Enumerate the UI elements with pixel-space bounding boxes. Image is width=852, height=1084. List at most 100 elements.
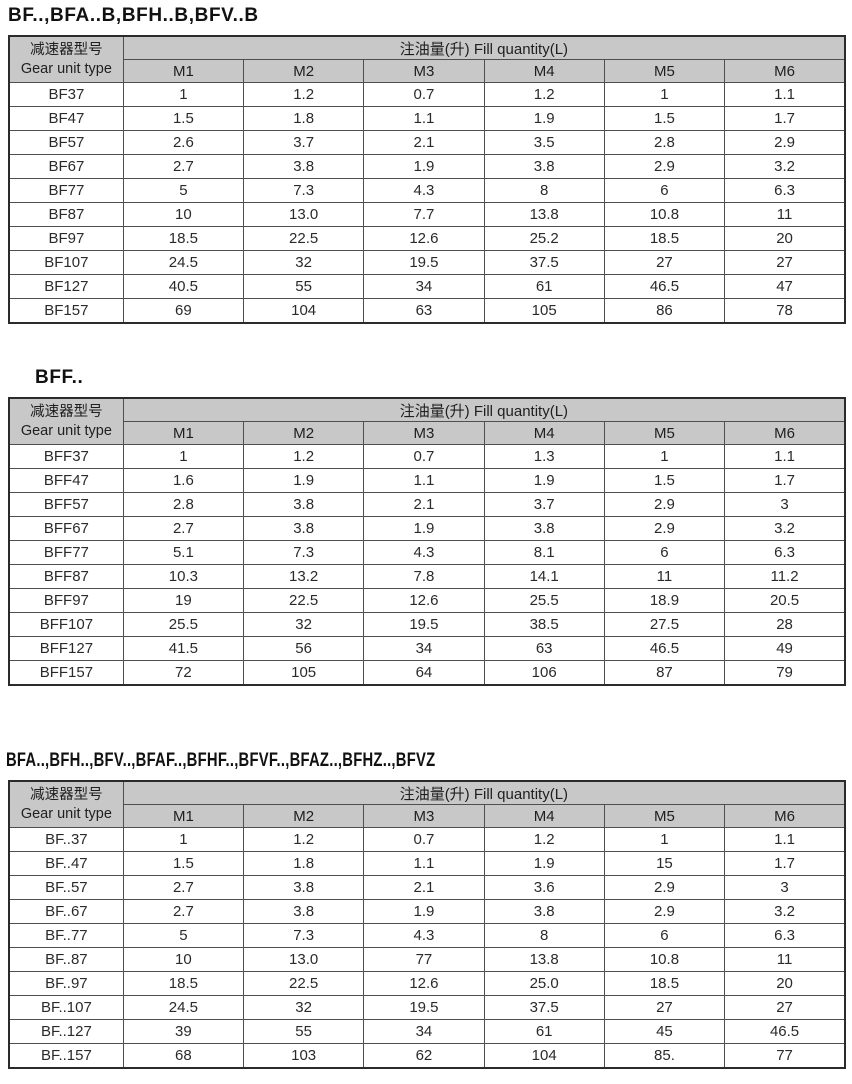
- value-cell: 3.7: [243, 130, 365, 155]
- table-row: BF37 1 1.2 0.7 1.2 1 1.1: [8, 82, 846, 107]
- value-cell: 10.8: [603, 947, 726, 972]
- value-cell: 14.1: [483, 564, 605, 589]
- column-header-m4: M4: [483, 421, 605, 445]
- table-body: BF37 1 1.2 0.7 1.2 1 1.1 BF47 1.5 1.8 1.1 1.9 1.5 1.7…: [8, 82, 846, 324]
- model-cell: BF37: [8, 82, 124, 107]
- value-cell: 18.5: [603, 971, 726, 996]
- model-cell: BF57: [8, 130, 124, 155]
- table-body: BFF37 1 1.2 0.7 1.3 1 1.1 BFF47 1.6 1.9 1.1 1.9 1.5 1…: [8, 444, 846, 686]
- value-cell: 34: [363, 636, 485, 661]
- model-cell: BF..87: [8, 947, 124, 972]
- value-cell: 1.1: [363, 106, 485, 131]
- value-cell: 5.1: [122, 540, 245, 565]
- section-bf: BF..,BFA..B,BFH..B,BFV..B 减速器型号 Gear uni…: [0, 0, 852, 324]
- value-cell: 2.1: [363, 492, 485, 517]
- fill-quantity-table-bf: 减速器型号 Gear unit type 注油量(升) Fill quantit…: [8, 35, 846, 324]
- gear-unit-type-header: 减速器型号 Gear unit type: [8, 397, 124, 445]
- value-cell: 103: [243, 1043, 365, 1069]
- value-cell: 1.1: [724, 827, 846, 852]
- model-cell: BFF77: [8, 540, 124, 565]
- model-cell: BFF157: [8, 660, 124, 686]
- model-cell: BFF37: [8, 444, 124, 469]
- value-cell: 0.7: [363, 827, 485, 852]
- value-cell: 1.5: [603, 106, 726, 131]
- section-bff: BFF.. 减速器型号 Gear unit type 注油量(升) Fill q…: [0, 324, 852, 686]
- model-cell: BFF107: [8, 612, 124, 637]
- table-row: BFF37 1 1.2 0.7 1.3 1 1.1: [8, 444, 846, 469]
- value-cell: 15: [603, 851, 726, 876]
- fill-quantity-header: 注油量(升) Fill quantity(L): [122, 780, 846, 805]
- value-cell: 39: [122, 1019, 245, 1044]
- value-cell: 8.1: [483, 540, 605, 565]
- value-cell: 27: [724, 250, 846, 275]
- table-row: BFF57 2.8 3.8 2.1 3.7 2.9 3: [8, 492, 846, 517]
- value-cell: 20: [724, 971, 846, 996]
- value-cell: 1: [603, 444, 726, 469]
- column-header-m2: M2: [243, 59, 365, 83]
- table-row: BF..67 2.7 3.8 1.9 3.8 2.9 3.2: [8, 899, 846, 924]
- value-cell: 13.8: [483, 947, 605, 972]
- value-cell: 25.0: [483, 971, 605, 996]
- value-cell: 3.7: [483, 492, 605, 517]
- value-cell: 2.7: [122, 154, 245, 179]
- value-cell: 1.9: [363, 516, 485, 541]
- value-cell: 47: [724, 274, 846, 299]
- gear-unit-type-header: 减速器型号 Gear unit type: [8, 780, 124, 828]
- model-cell: BF..57: [8, 875, 124, 900]
- value-cell: 10: [122, 202, 245, 227]
- column-header-m1: M1: [122, 421, 245, 445]
- gear-unit-type-en: Gear unit type: [20, 60, 112, 77]
- value-cell: 2.7: [122, 875, 245, 900]
- model-cell: BF..107: [8, 995, 124, 1020]
- model-cell: BF..127: [8, 1019, 124, 1044]
- value-cell: 27: [603, 995, 726, 1020]
- model-cell: BF..67: [8, 899, 124, 924]
- table-row: BF..127 39 55 34 61 45 46.5: [8, 1019, 846, 1044]
- value-cell: 24.5: [122, 250, 245, 275]
- column-header-m5: M5: [603, 59, 726, 83]
- table-row: BF127 40.5 55 34 61 46.5 47: [8, 274, 846, 299]
- value-cell: 2.9: [603, 899, 726, 924]
- value-cell: 3.8: [243, 875, 365, 900]
- column-header-m3: M3: [363, 59, 485, 83]
- value-cell: 49: [724, 636, 846, 661]
- value-cell: 11: [724, 947, 846, 972]
- value-cell: 5: [122, 923, 245, 948]
- value-cell: 1.1: [724, 82, 846, 107]
- model-cell: BF..157: [8, 1043, 124, 1069]
- value-cell: 45: [603, 1019, 726, 1044]
- value-cell: 37.5: [483, 250, 605, 275]
- value-cell: 1.9: [483, 106, 605, 131]
- value-cell: 1: [122, 444, 245, 469]
- table-row: BFF157 72 105 64 106 87 79: [8, 660, 846, 686]
- table-row: BF97 18.5 22.5 12.6 25.2 18.5 20: [8, 226, 846, 251]
- section-bfa-variants: BFA..,BFH..,BFV..,BFAF..,BFHF..,BFVF..,B…: [0, 686, 852, 1069]
- value-cell: 3: [724, 875, 846, 900]
- model-cell: BFF57: [8, 492, 124, 517]
- value-cell: 4.3: [363, 178, 485, 203]
- section-title-bfa-variants: BFA..,BFH..,BFV..,BFAF..,BFHF..,BFVF..,B…: [6, 750, 436, 771]
- value-cell: 10.3: [122, 564, 245, 589]
- value-cell: 62: [363, 1043, 485, 1069]
- value-cell: 12.6: [363, 226, 485, 251]
- table-row: BF..107 24.5 32 19.5 37.5 27 27: [8, 995, 846, 1020]
- model-cell: BFF67: [8, 516, 124, 541]
- value-cell: 40.5: [122, 274, 245, 299]
- value-cell: 13.2: [243, 564, 365, 589]
- value-cell: 1.2: [243, 827, 365, 852]
- value-cell: 7.3: [243, 178, 365, 203]
- table-row: BF57 2.6 3.7 2.1 3.5 2.8 2.9: [8, 130, 846, 155]
- value-cell: 3.2: [724, 154, 846, 179]
- column-header-m6: M6: [724, 59, 846, 83]
- value-cell: 32: [243, 995, 365, 1020]
- value-cell: 13.0: [243, 202, 365, 227]
- fill-quantity-table-bfa-variants: 减速器型号 Gear unit type 注油量(升) Fill quantit…: [8, 780, 846, 1069]
- gear-unit-type-en: Gear unit type: [20, 422, 112, 439]
- value-cell: 104: [483, 1043, 605, 1069]
- value-cell: 1.9: [243, 468, 365, 493]
- value-cell: 27.5: [603, 612, 726, 637]
- value-cell: 19.5: [363, 612, 485, 637]
- value-cell: 6: [603, 923, 726, 948]
- table-row: BF47 1.5 1.8 1.1 1.9 1.5 1.7: [8, 106, 846, 131]
- value-cell: 25.5: [483, 588, 605, 613]
